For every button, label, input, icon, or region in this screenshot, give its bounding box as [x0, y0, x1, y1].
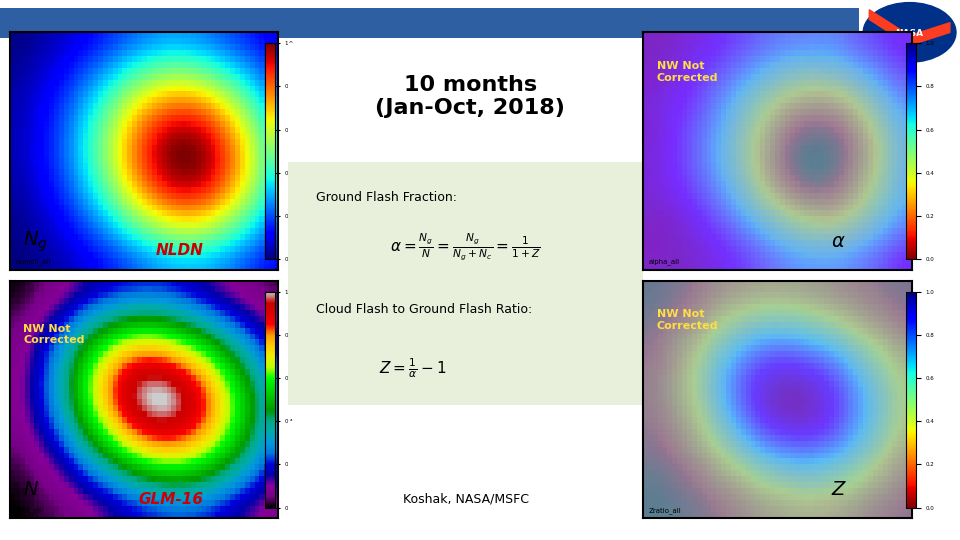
Text: alpha_all: alpha_all	[649, 259, 680, 265]
Text: Cloud Flash to Ground Flash Ratio:: Cloud Flash to Ground Flash Ratio:	[317, 303, 533, 316]
Circle shape	[863, 3, 956, 62]
Text: NW Not
Corrected: NW Not Corrected	[657, 309, 718, 331]
Text: NW Not
Corrected: NW Not Corrected	[657, 61, 718, 83]
Text: $Z = \frac{1}{\alpha} - 1$: $Z = \frac{1}{\alpha} - 1$	[378, 357, 446, 380]
Polygon shape	[870, 10, 949, 45]
Text: NLDN: NLDN	[156, 243, 204, 258]
Text: Ground Flash Fraction:: Ground Flash Fraction:	[317, 191, 457, 204]
Text: Koshak, NASA/MSFC: Koshak, NASA/MSFC	[402, 492, 529, 505]
Text: $\alpha = \frac{N_g}{N} = \frac{N_g}{N_g + N_c} = \frac{1}{1+Z}$: $\alpha = \frac{N_g}{N} = \frac{N_g}{N_g…	[390, 231, 541, 263]
Text: numcil_all: numcil_all	[15, 259, 50, 265]
Text: NASA: NASA	[896, 29, 924, 38]
Text: $Z$: $Z$	[831, 481, 848, 500]
Text: NW Not
Corrected: NW Not Corrected	[23, 323, 84, 345]
Text: GLM-16: GLM-16	[138, 491, 204, 507]
Text: 10 months
(Jan-Oct, 2018): 10 months (Jan-Oct, 2018)	[375, 75, 565, 118]
Text: $N$: $N$	[23, 481, 39, 500]
Text: $\alpha$: $\alpha$	[831, 232, 846, 251]
Text: $N_g$: $N_g$	[23, 230, 48, 254]
Text: Zratio_all: Zratio_all	[649, 507, 682, 514]
Text: ntot_all: ntot_all	[15, 507, 41, 514]
